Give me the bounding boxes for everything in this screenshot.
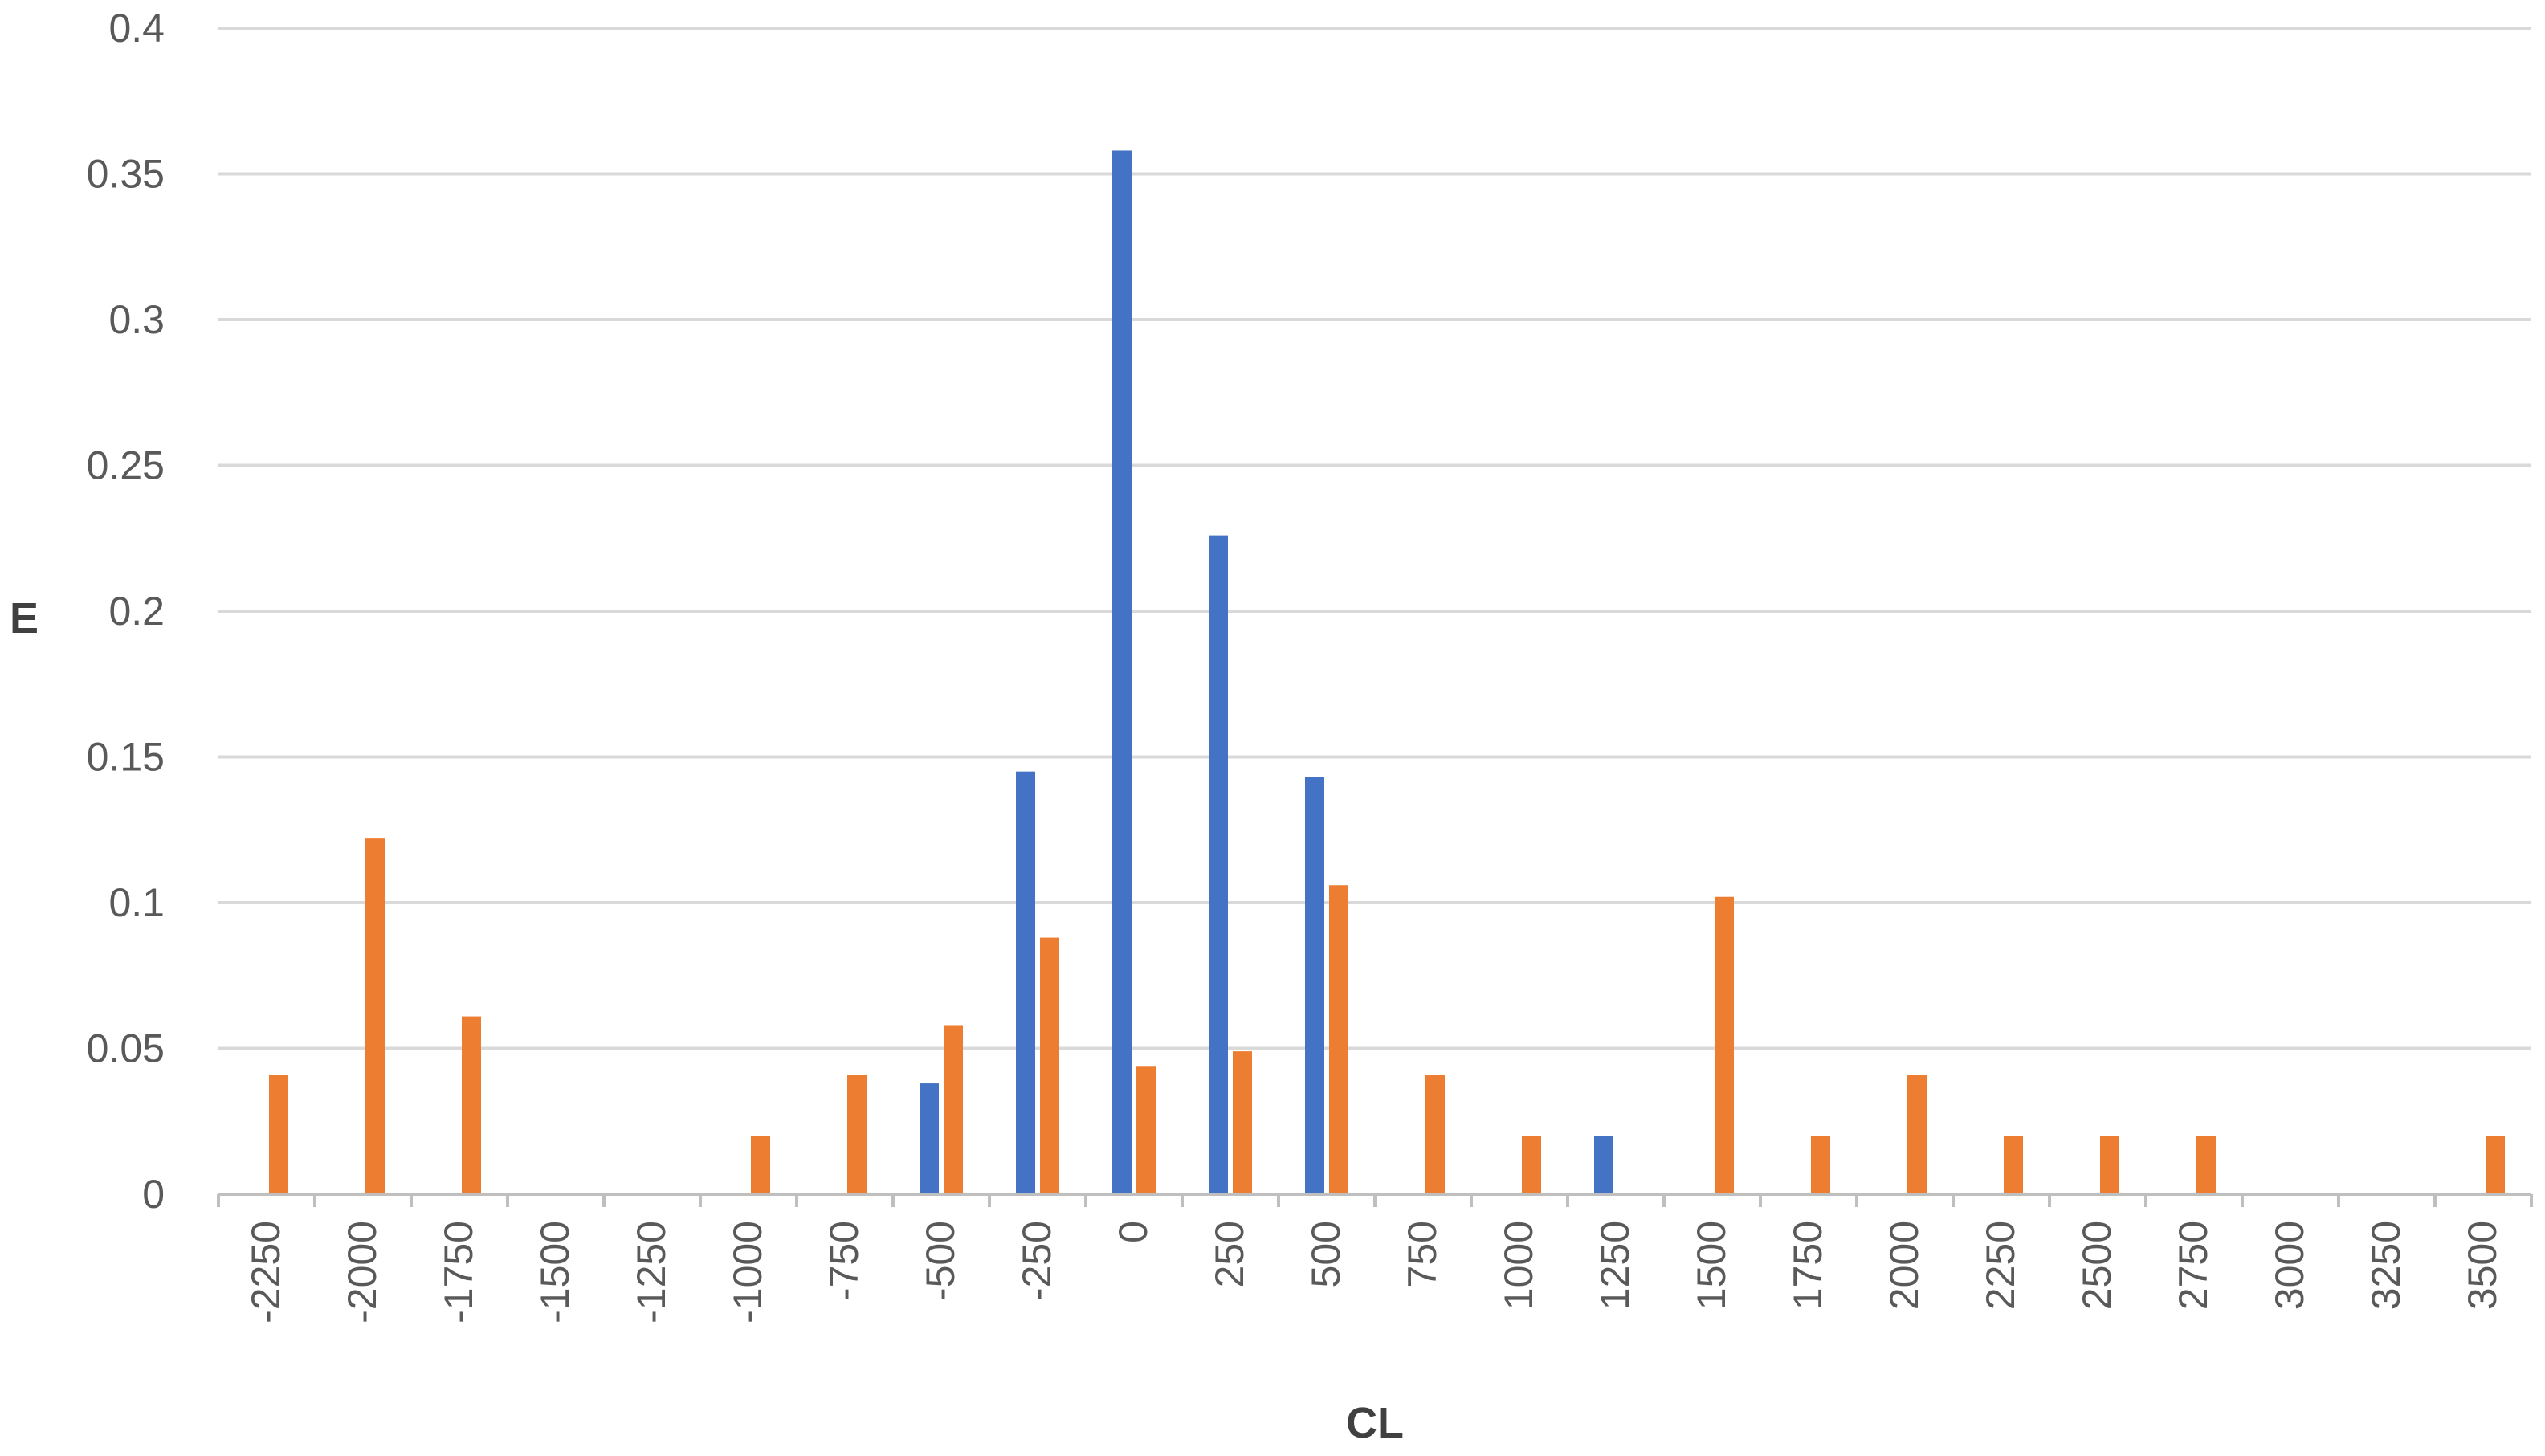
y-tick-label: 0.15 xyxy=(87,735,165,780)
bar-series2-750 xyxy=(1425,1075,1445,1194)
bar-series1-500 xyxy=(1305,777,1324,1194)
x-tick-label: -1250 xyxy=(629,1221,674,1323)
y-tick-label: 0.1 xyxy=(108,880,165,925)
bar-series2-1000 xyxy=(1522,1136,1541,1194)
x-tick-label: -1750 xyxy=(436,1221,481,1323)
bar-series2-1750 xyxy=(1811,1136,1830,1194)
y-tick-label: 0.3 xyxy=(108,297,165,342)
bar-series2-250 xyxy=(1233,1051,1252,1194)
x-tick-label: 1500 xyxy=(1689,1221,1734,1310)
x-tick-label: 750 xyxy=(1400,1221,1445,1287)
bar-series2-500 xyxy=(1329,885,1348,1194)
bar-series2-3500 xyxy=(2486,1136,2505,1194)
x-axis-title: CL xyxy=(1346,1399,1404,1447)
bars xyxy=(269,150,2505,1195)
x-tick-label: 2500 xyxy=(2074,1221,2119,1310)
y-axis-ticks: 0 0.05 0.1 0.15 0.2 0.25 0.3 0.35 0.4 xyxy=(87,6,165,1217)
x-tick-label: -1500 xyxy=(532,1221,577,1323)
y-tick-label: 0.35 xyxy=(87,152,165,197)
bar-series2--2250 xyxy=(269,1075,288,1194)
x-tick-label: 3500 xyxy=(2460,1221,2505,1310)
bar-series2-2750 xyxy=(2196,1136,2216,1194)
x-tick-label: 2000 xyxy=(1882,1221,1927,1310)
bar-series2--750 xyxy=(847,1075,867,1194)
bar-series2--1750 xyxy=(462,1016,481,1194)
bar-series2--2000 xyxy=(365,838,385,1194)
x-tick-label: -2000 xyxy=(340,1221,385,1323)
bar-series2--250 xyxy=(1040,937,1059,1194)
bar-series2-2000 xyxy=(1907,1075,1927,1194)
x-tick-label: 500 xyxy=(1303,1221,1348,1287)
bar-series2-2250 xyxy=(2004,1136,2023,1194)
bar-series1--500 xyxy=(920,1083,939,1194)
x-tick-label: 3250 xyxy=(2364,1221,2408,1310)
x-axis xyxy=(217,1193,2533,1207)
x-tick-label: -750 xyxy=(822,1221,867,1301)
x-tick-label: 1000 xyxy=(1496,1221,1541,1310)
y-tick-label: 0.05 xyxy=(87,1026,165,1071)
bar-series2-0 xyxy=(1136,1066,1156,1194)
y-tick-label: 0 xyxy=(142,1172,165,1217)
x-tick-label: -2250 xyxy=(243,1221,288,1323)
x-tick-label: 0 xyxy=(1111,1221,1156,1243)
bar-series2--500 xyxy=(944,1025,963,1194)
x-tick-label: 2250 xyxy=(1978,1221,2023,1310)
x-tick-label: 1750 xyxy=(1785,1221,1830,1310)
y-axis-title: E xyxy=(10,594,39,642)
x-axis-ticks: -2250 -2000 -1750 -1500 -1250 -1000 -750 -500 -2… xyxy=(243,1221,2505,1323)
x-tick-label: -250 xyxy=(1014,1221,1059,1301)
y-tick-label: 0.25 xyxy=(87,443,165,488)
y-tick-label: 0.4 xyxy=(108,6,165,51)
bar-series1-250 xyxy=(1209,535,1228,1194)
x-tick-label: 250 xyxy=(1207,1221,1252,1287)
x-tick-label: 3000 xyxy=(2267,1221,2312,1310)
y-tick-label: 0.2 xyxy=(108,589,165,634)
x-tick-label: 1250 xyxy=(1593,1221,1638,1310)
x-tick-label: -500 xyxy=(918,1221,963,1301)
bar-series2-2500 xyxy=(2100,1136,2119,1194)
bar-series2-1500 xyxy=(1715,896,1734,1194)
gridlines xyxy=(218,27,2531,1050)
bar-series1-0 xyxy=(1112,150,1132,1195)
bar-series2--1000 xyxy=(751,1136,770,1194)
bar-series1-1250 xyxy=(1594,1136,1613,1194)
bar-series1--250 xyxy=(1016,771,1035,1194)
x-tick-label: 2750 xyxy=(2171,1221,2216,1310)
x-tick-label: -1000 xyxy=(725,1221,770,1323)
